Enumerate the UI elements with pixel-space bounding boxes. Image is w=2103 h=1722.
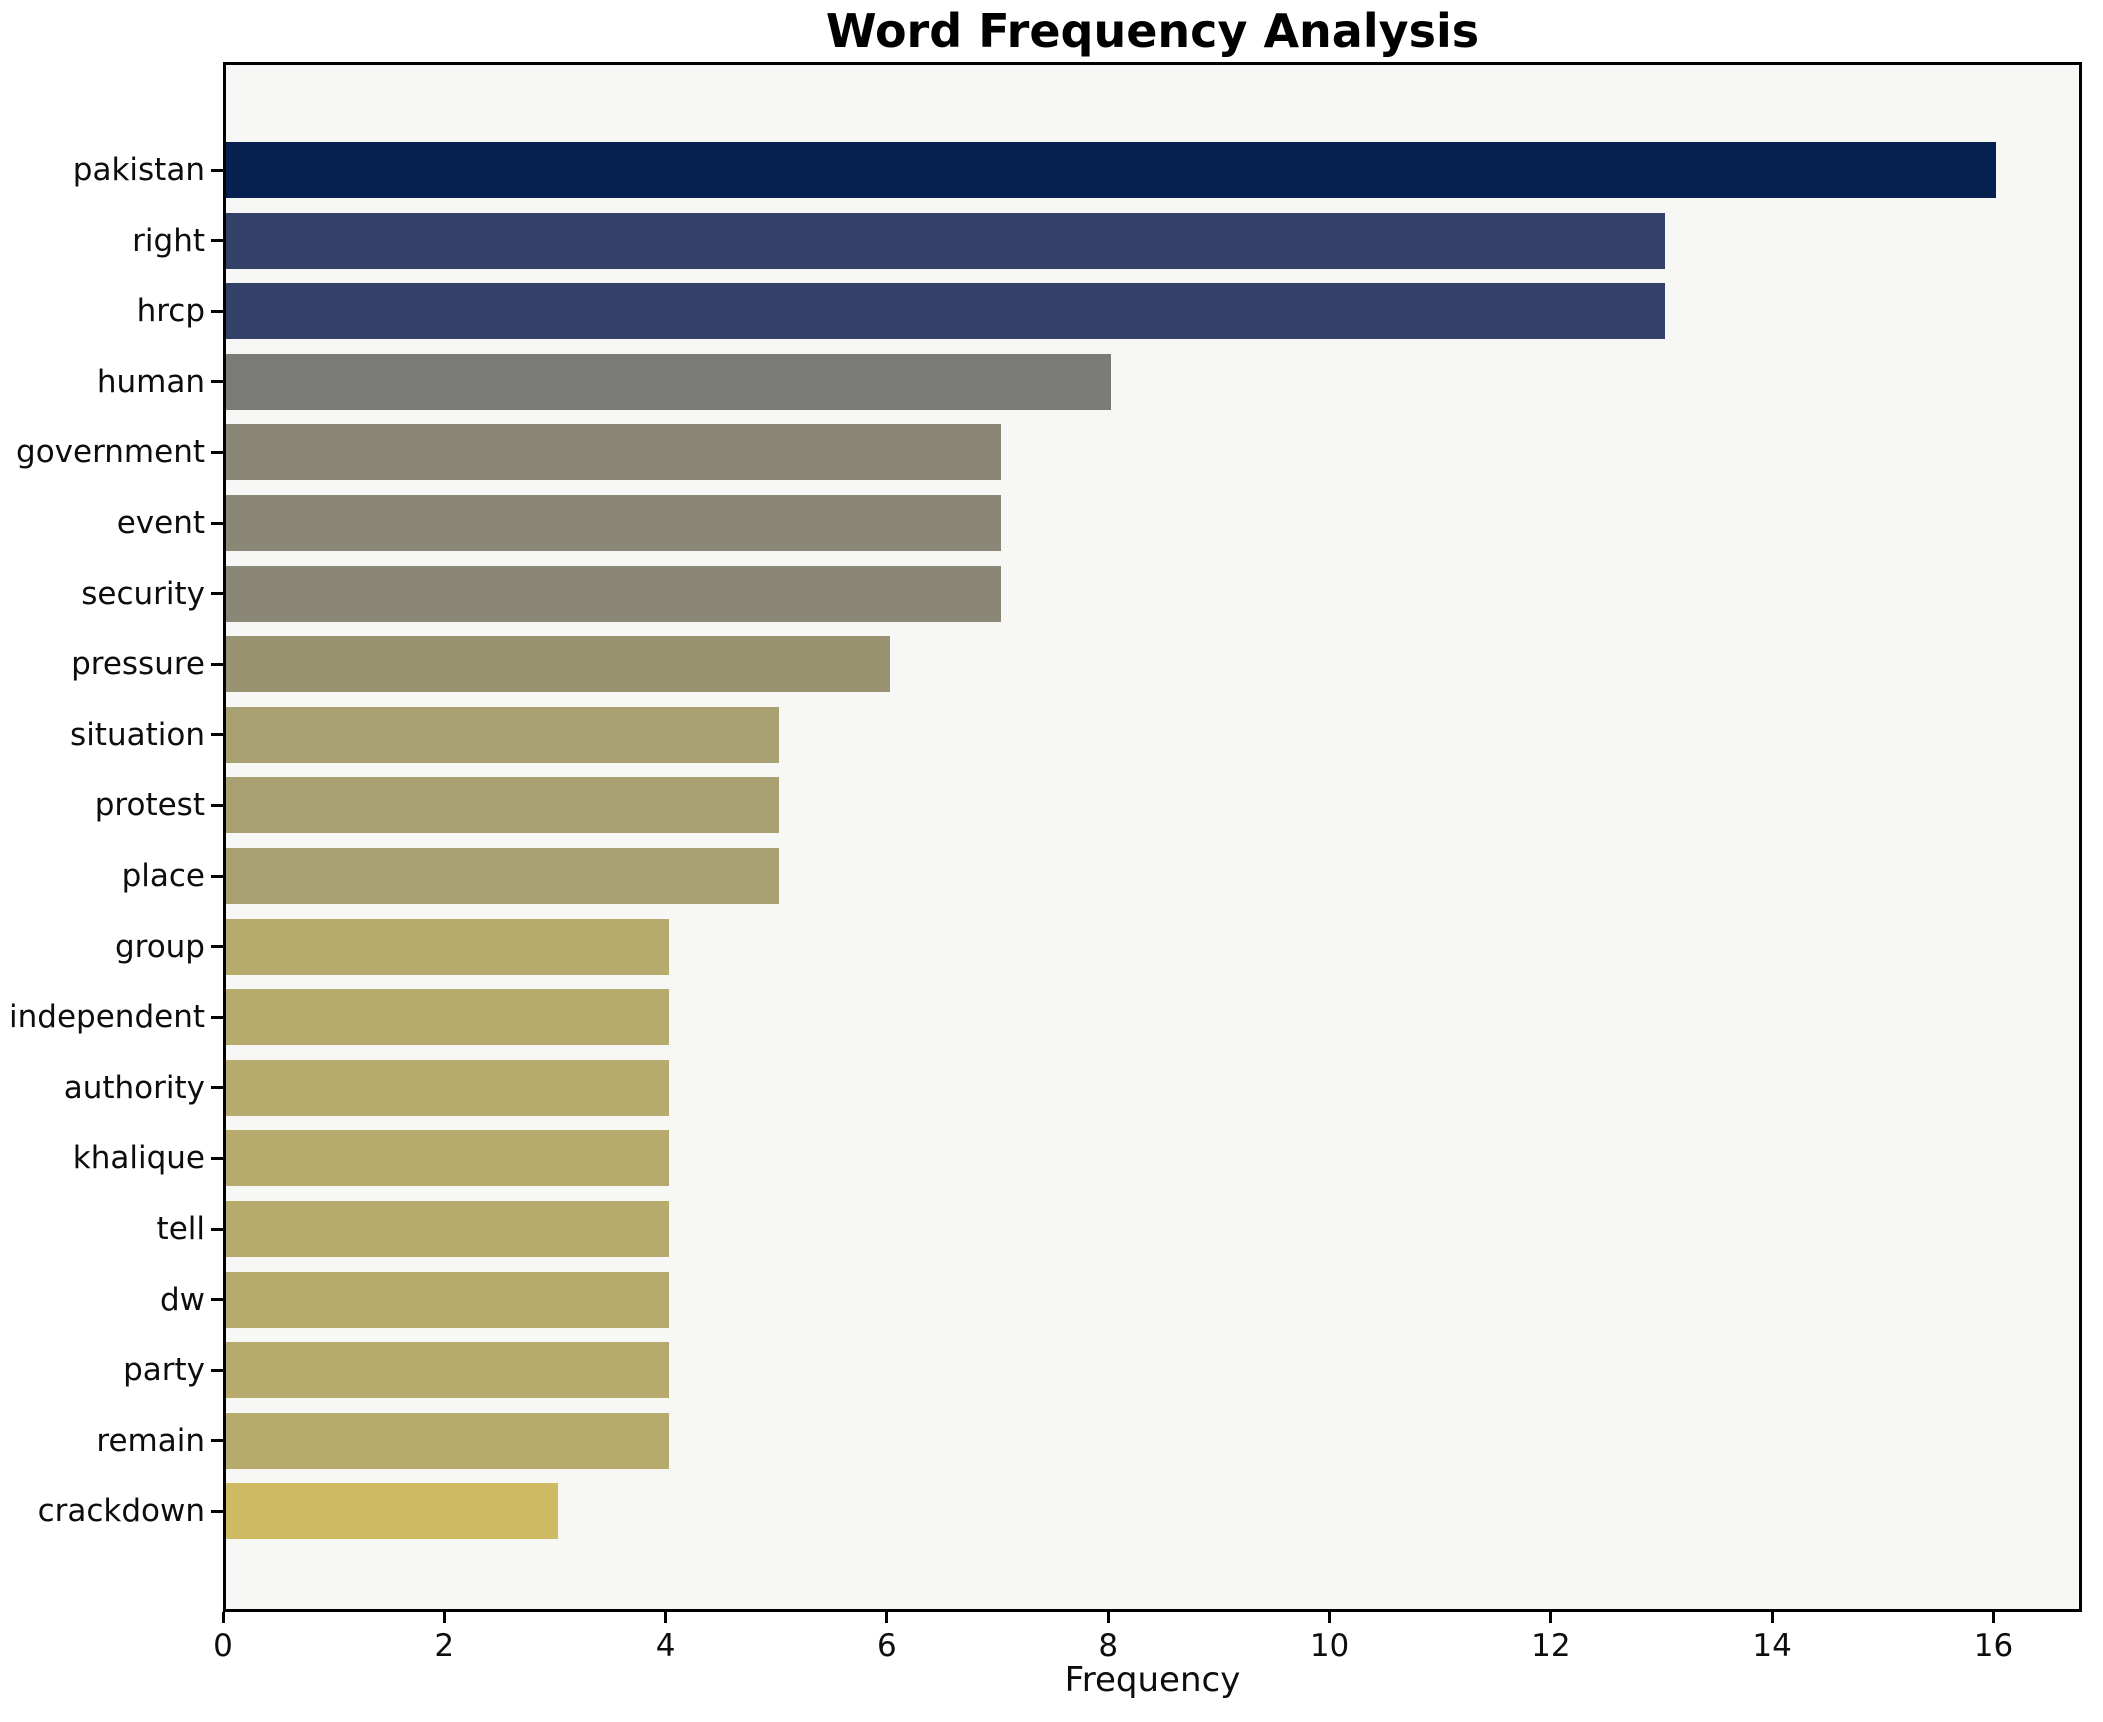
bar-human: [226, 353, 1112, 410]
bar-right: [226, 212, 1665, 269]
x-tick-mark: [664, 1612, 668, 1623]
x-tick-mark: [1991, 1612, 1995, 1623]
bar-security: [226, 565, 1001, 622]
y-tick-mark: [211, 592, 223, 596]
y-tick-label-human: human: [96, 363, 205, 400]
x-tick-label-12: 12: [1531, 1628, 1571, 1664]
y-tick-label-situation: situation: [70, 716, 205, 753]
y-tick-mark: [211, 521, 223, 525]
x-tick-label-4: 4: [655, 1628, 676, 1664]
x-tick-mark: [1328, 1612, 1332, 1623]
y-tick-mark: [211, 450, 223, 454]
x-axis-label: Frequency: [1064, 1660, 1241, 1700]
y-tick-label-crackdown: crackdown: [37, 1493, 205, 1530]
x-tick-label-0: 0: [213, 1628, 233, 1664]
bar-event: [226, 495, 1001, 551]
y-tick-mark: [211, 168, 223, 172]
y-tick-label-government: government: [16, 434, 205, 471]
bar-pakistan: [226, 142, 1997, 198]
y-tick-mark: [211, 945, 223, 949]
y-tick-mark: [211, 1439, 223, 1443]
x-tick-label-6: 6: [877, 1628, 897, 1664]
chart-title: Word Frequency Analysis: [825, 4, 1480, 58]
y-tick-label-pressure: pressure: [71, 646, 205, 683]
bar-independent: [226, 989, 669, 1046]
y-tick-label-group: group: [114, 928, 205, 965]
x-tick-label-16: 16: [1973, 1628, 2014, 1664]
bar-remain: [226, 1412, 669, 1469]
y-tick-label-security: security: [81, 575, 205, 612]
y-tick-mark: [211, 239, 223, 243]
y-tick-mark: [211, 1368, 223, 1372]
y-tick-label-independent: independent: [9, 999, 205, 1036]
bar-dw: [226, 1271, 669, 1328]
y-tick-label-place: place: [121, 858, 205, 894]
plot-area: [223, 62, 2082, 1612]
bar-hrcp: [226, 283, 1665, 340]
bar-place: [226, 848, 780, 904]
bar-khalique: [226, 1130, 669, 1187]
x-tick-mark: [442, 1612, 446, 1623]
y-tick-mark: [211, 1509, 223, 1513]
bar-authority: [226, 1059, 669, 1116]
y-tick-label-right: right: [132, 222, 205, 259]
y-tick-label-remain: remain: [96, 1422, 205, 1459]
bar-protest: [226, 777, 780, 834]
x-tick-mark: [1106, 1612, 1110, 1623]
y-tick-mark: [211, 1156, 223, 1160]
bar-pressure: [226, 636, 890, 693]
bar-party: [226, 1342, 669, 1399]
x-tick-mark: [221, 1612, 225, 1623]
bar-crackdown: [226, 1483, 558, 1540]
bar-situation: [226, 706, 780, 763]
y-tick-label-protest: protest: [94, 787, 205, 824]
x-tick-mark: [885, 1612, 889, 1623]
y-tick-mark: [211, 1086, 223, 1090]
y-tick-label-party: party: [123, 1352, 205, 1389]
x-tick-label-10: 10: [1309, 1628, 1350, 1664]
bar-tell: [226, 1201, 669, 1257]
y-tick-mark: [211, 803, 223, 807]
bar-government: [226, 424, 1001, 481]
x-tick-label-2: 2: [434, 1628, 455, 1664]
y-tick-label-khalique: khalique: [72, 1140, 205, 1177]
y-tick-label-dw: dw: [159, 1281, 205, 1318]
x-tick-label-14: 14: [1752, 1628, 1792, 1664]
y-tick-mark: [211, 662, 223, 666]
y-tick-label-authority: authority: [63, 1069, 205, 1106]
y-tick-mark: [211, 1298, 223, 1302]
y-tick-mark: [211, 1227, 223, 1231]
y-tick-label-hrcp: hrcp: [136, 293, 205, 330]
y-tick-mark: [211, 874, 223, 878]
y-tick-label-event: event: [116, 505, 205, 541]
x-tick-mark: [1770, 1612, 1774, 1623]
y-tick-mark: [211, 1015, 223, 1019]
x-tick-label-8: 8: [1098, 1628, 1119, 1664]
y-tick-mark: [211, 309, 223, 313]
y-tick-label-tell: tell: [156, 1211, 205, 1247]
bar-group: [226, 918, 669, 975]
y-tick-mark: [211, 733, 223, 737]
y-tick-mark: [211, 380, 223, 384]
y-tick-label-pakistan: pakistan: [72, 152, 205, 188]
x-tick-mark: [1549, 1612, 1553, 1623]
